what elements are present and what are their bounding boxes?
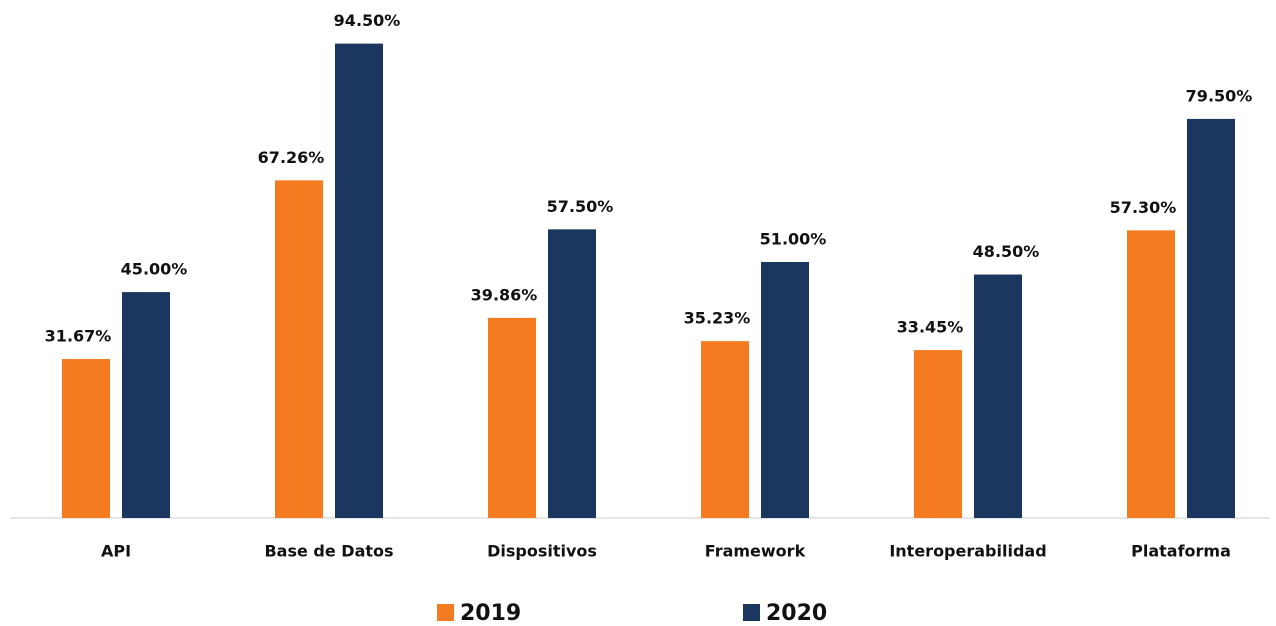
- x-tick-label: Interoperabilidad: [889, 542, 1046, 561]
- value-label: 31.67%: [45, 327, 112, 346]
- legend-label: 2020: [766, 601, 827, 626]
- value-label: 51.00%: [760, 229, 827, 248]
- value-label: 48.50%: [973, 242, 1040, 261]
- legend-swatch: [743, 604, 760, 621]
- bar: [548, 229, 596, 518]
- x-tick-label: Dispositivos: [487, 542, 597, 561]
- bar: [122, 292, 170, 518]
- bar: [1127, 230, 1175, 518]
- value-label: 35.23%: [684, 309, 751, 328]
- value-label: 57.30%: [1110, 198, 1177, 217]
- value-label: 57.50%: [547, 197, 614, 216]
- bar: [701, 341, 749, 518]
- bar: [335, 43, 383, 519]
- bar: [62, 359, 110, 518]
- bar: [275, 180, 323, 518]
- x-tick-label: Base de Datos: [264, 542, 393, 561]
- bar: [974, 274, 1022, 518]
- bar: [914, 350, 962, 518]
- bar: [1187, 118, 1235, 518]
- value-label: 45.00%: [121, 260, 188, 279]
- bar: [488, 317, 536, 518]
- legend-swatch: [437, 604, 454, 621]
- legend-label: 2019: [460, 601, 521, 626]
- x-tick-label: Framework: [705, 542, 806, 561]
- value-label: 33.45%: [897, 318, 964, 337]
- value-label: 39.86%: [471, 285, 538, 304]
- x-tick-label: Plataforma: [1131, 542, 1231, 561]
- value-label: 67.26%: [258, 148, 325, 167]
- value-label: 79.50%: [1186, 86, 1253, 105]
- value-label: 94.50%: [334, 11, 401, 30]
- x-tick-label: API: [101, 542, 131, 561]
- bar: [761, 261, 809, 518]
